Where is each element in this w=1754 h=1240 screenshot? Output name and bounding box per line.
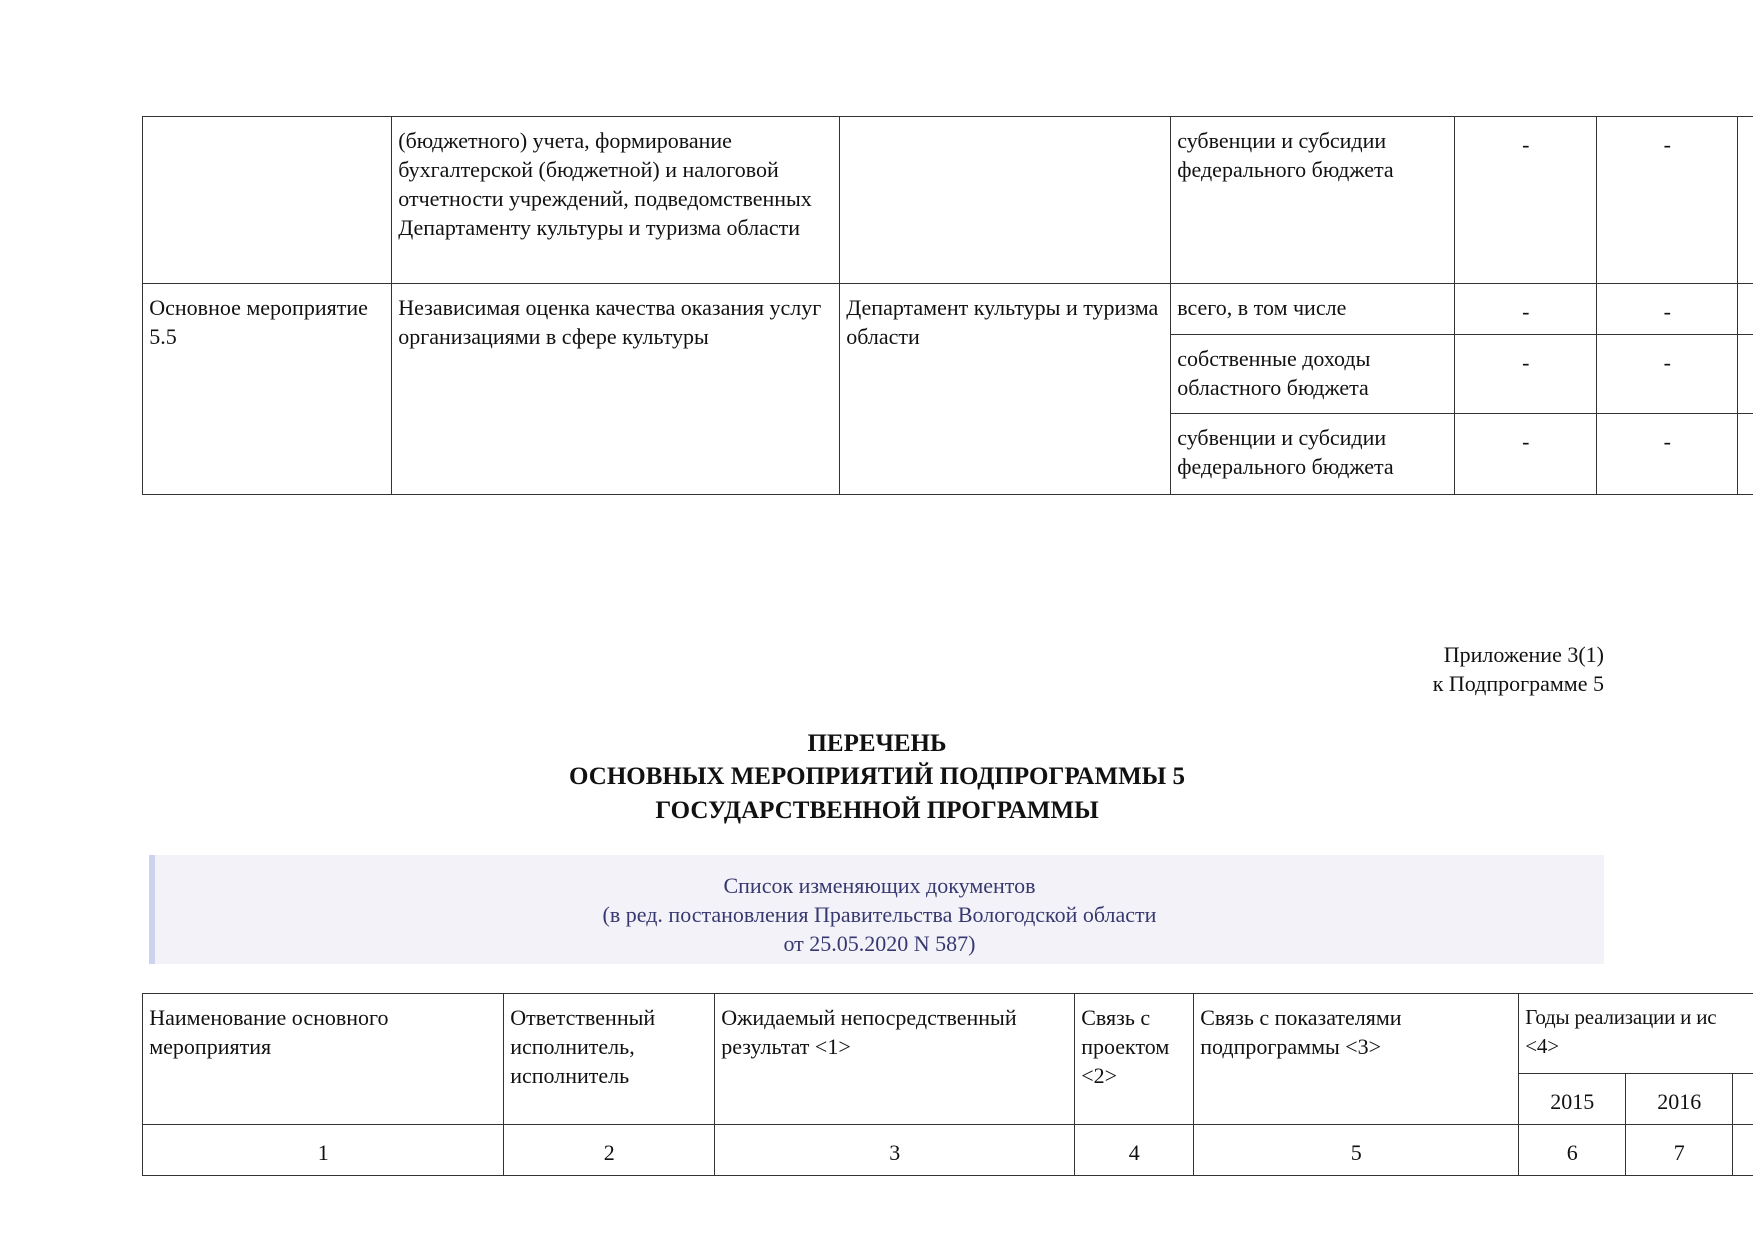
document-title: ПЕРЕЧЕНЬ	[807, 730, 947, 757]
cell-source: субвенции и субсидии федерального бюджет…	[1170, 116, 1456, 285]
cell-value: -	[1454, 413, 1598, 496]
cell-value: -	[1596, 334, 1739, 415]
changes-date: от 25.05.2020 N 587)	[783, 931, 976, 956]
appendix-sublabel: к Подпрограмме 5	[1432, 671, 1604, 696]
cell-value: -	[1454, 116, 1598, 285]
column-number: 5	[1193, 1124, 1520, 1177]
cell-source: всего, в том числе	[1170, 283, 1456, 336]
cell-value: -	[1596, 116, 1739, 285]
cell-empty	[1737, 283, 1754, 336]
cell-source: субвенции и субсидии федерального бюджет…	[1170, 413, 1456, 496]
column-number: 1	[142, 1124, 505, 1177]
cell-empty	[1737, 413, 1754, 496]
appendix-label: Приложение 3(1)	[1443, 642, 1604, 667]
cell-description: (бюджетного) учета, формирование бухгалт…	[391, 116, 841, 285]
cell-empty	[1737, 334, 1754, 415]
cell-empty	[839, 116, 1172, 285]
column-number-cut	[1732, 1124, 1754, 1177]
cell-value: -	[1596, 413, 1739, 496]
column-number: 7	[1625, 1124, 1734, 1177]
header-project-link: Связь с проектом <2>	[1074, 993, 1195, 1126]
cell-executor: Департамент культуры и туризма области	[839, 283, 1172, 496]
header-year-2016: 2016	[1625, 1073, 1734, 1126]
column-number: 2	[503, 1124, 716, 1177]
changes-heading: Список изменяющих документов	[723, 873, 1036, 898]
column-number: 4	[1074, 1124, 1195, 1177]
cell-description: Независимая оценка качества оказания усл…	[391, 283, 841, 496]
document-title-line3: ГОСУДАРСТВЕННОЙ ПРОГРАММЫ	[655, 797, 1099, 824]
header-activity-name: Наименование основного мероприятия	[142, 993, 505, 1126]
header-indicators-link: Связь с показателями подпрограммы <3>	[1193, 993, 1520, 1126]
column-number: 3	[714, 1124, 1076, 1177]
column-number: 6	[1518, 1124, 1627, 1177]
cell-empty	[142, 116, 393, 285]
document-title-line2: ОСНОВНЫХ МЕРОПРИЯТИЙ ПОДПРОГРАММЫ 5	[569, 763, 1185, 790]
header-result: Ожидаемый непосредственный результат <1>	[714, 993, 1076, 1126]
cell-value: -	[1596, 283, 1739, 336]
header-year-2015: 2015	[1518, 1073, 1627, 1126]
header-executor: Ответственный исполнитель, исполнитель	[503, 993, 716, 1126]
cell-value: -	[1454, 334, 1598, 415]
cell-value: -	[1454, 283, 1598, 336]
cell-source: собственные доходы областного бюджета	[1170, 334, 1456, 415]
header-year-cut	[1732, 1073, 1754, 1126]
changes-box: Список изменяющих документов (в ред. пос…	[149, 855, 1604, 964]
header-years: Годы реализации и ис <4>	[1518, 993, 1754, 1075]
cell-activity-name: Основное мероприятие 5.5	[142, 283, 393, 496]
cell-empty	[1737, 116, 1754, 285]
changes-reference: (в ред. постановления Правительства Воло…	[602, 902, 1157, 927]
